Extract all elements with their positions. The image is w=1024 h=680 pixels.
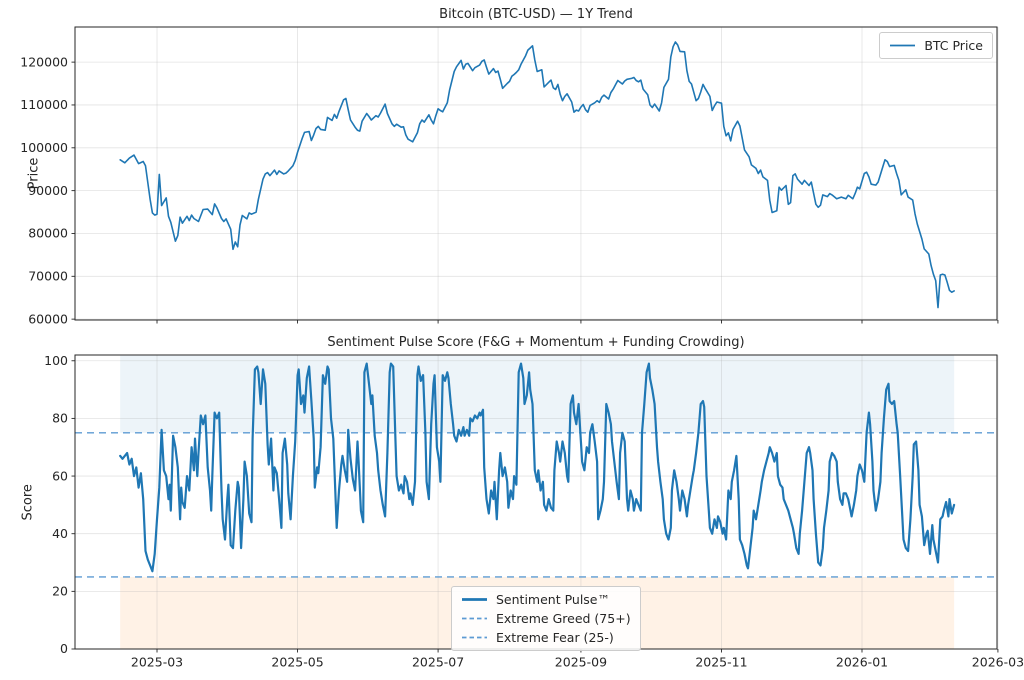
y-tick-label: 80000 xyxy=(28,226,68,241)
series-line xyxy=(119,362,956,573)
y-tick-label: 70000 xyxy=(28,269,68,284)
series-line xyxy=(119,41,955,309)
x-tick-label: 2026-03 xyxy=(972,655,1024,670)
y-tick-label: 120000 xyxy=(20,54,68,69)
x-tick-label: 2025-07 xyxy=(412,655,464,670)
btc-chart-legend: BTC Price xyxy=(879,32,993,59)
x-tick-label: 2025-11 xyxy=(695,655,747,670)
y-tick-label: 100 xyxy=(44,353,68,368)
legend-line-sample xyxy=(462,617,487,620)
legend-label: Extreme Greed (75+) xyxy=(496,611,631,626)
legend-entry: Extreme Fear (25-) xyxy=(461,628,631,647)
legend-label: Extreme Fear (25-) xyxy=(496,630,614,645)
legend-line-sample xyxy=(890,44,916,47)
y-tick-label: 20 xyxy=(52,584,68,599)
btc-price-plot: 60000 70000 80000 90000 100000 110000 120000 xyxy=(20,26,999,326)
legend-label: BTC Price xyxy=(924,38,983,53)
legend-line-sample xyxy=(462,636,487,639)
x-tick-label: 2026-01 xyxy=(836,655,888,670)
y-tick-label: 60 xyxy=(52,468,68,483)
y-tick-label: 40 xyxy=(52,526,68,541)
sentiment-chart-legend: Sentiment Pulse™ Extreme Greed (75+) Extre… xyxy=(451,586,641,651)
x-tick-label: 2025-05 xyxy=(271,655,323,670)
y-tick-label: 110000 xyxy=(20,97,68,112)
y-tick-label: 60000 xyxy=(28,311,68,326)
btc-chart-title: Bitcoin (BTC-USD) — 1Y Trend xyxy=(439,7,633,22)
x-tick-label: 2025-09 xyxy=(555,655,607,670)
axes-spines xyxy=(74,26,998,321)
legend-entry: Extreme Greed (75+) xyxy=(461,609,631,628)
y-tick-label: 0 xyxy=(60,641,68,656)
x-tick-label: 2025-03 xyxy=(131,655,183,670)
legend-entry: Sentiment Pulse™ xyxy=(461,590,631,609)
y-tick-label: 80 xyxy=(52,411,68,426)
legend-entry: BTC Price xyxy=(889,36,983,55)
legend-line-sample xyxy=(462,598,487,601)
sentiment-chart-title: Sentiment Pulse Score (F&G + Momentum + … xyxy=(327,335,745,350)
legend-label: Sentiment Pulse™ xyxy=(496,592,611,607)
y-tick-label: 100000 xyxy=(20,140,68,155)
y-tick-label: 90000 xyxy=(28,183,68,198)
extreme-greed-zone xyxy=(120,355,955,433)
